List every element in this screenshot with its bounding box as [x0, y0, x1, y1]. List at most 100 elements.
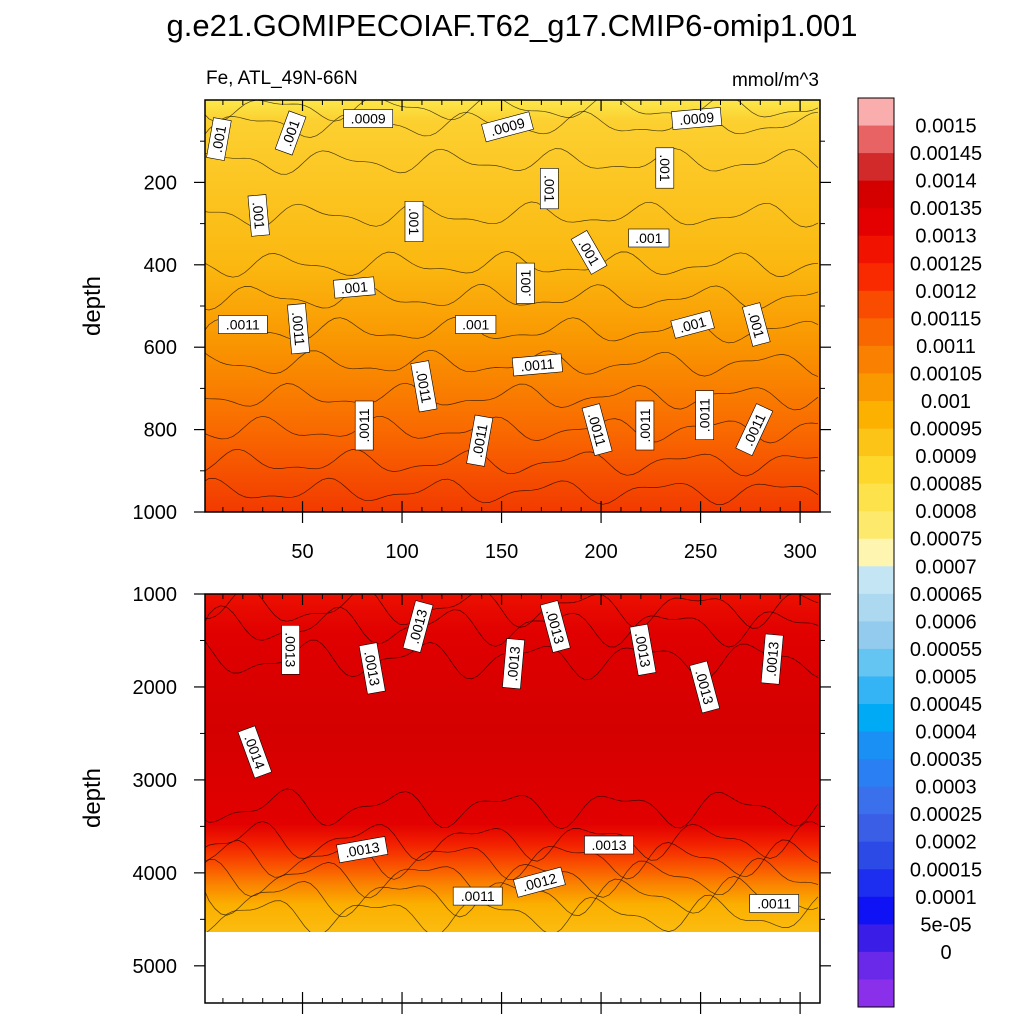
colorbar-level-label: 0.0005: [915, 667, 976, 689]
contour-line: [205, 839, 819, 880]
colorbar-swatch: [858, 235, 894, 264]
colorbar-level-label: 0.0011: [916, 336, 976, 358]
contour-label: .0009: [343, 109, 394, 128]
contour-label: .0011: [452, 886, 503, 906]
y-tick-label: 3000: [133, 770, 178, 792]
contour-label-text: .0011: [413, 368, 435, 404]
contour-label: .001: [628, 228, 670, 248]
contour-label: .0013: [281, 624, 300, 675]
contour-label-text: .001: [677, 313, 708, 336]
contour-label-box: [513, 866, 566, 898]
contour-label-box: [466, 414, 494, 467]
contour-line: [205, 284, 819, 311]
contour-label-text: .0013: [632, 631, 654, 668]
contour-label-box: [581, 403, 613, 456]
contour-label-box: [218, 315, 268, 334]
panel-bottom-missing-region: [205, 932, 820, 1003]
colorbar-swatch: [858, 456, 894, 485]
contour-label-box: [629, 623, 657, 676]
colorbar-swatch: [858, 566, 894, 595]
contour-label-box: [404, 200, 424, 243]
colorbar-swatch: [858, 759, 894, 788]
colorbar-level-label: 0.00055: [910, 639, 982, 661]
contour-line: [205, 448, 819, 477]
colorbar-level-label: 0.0013: [915, 226, 976, 248]
contour-label-box: [742, 302, 771, 347]
colorbar-level-label: 0.00135: [910, 198, 982, 220]
contour-line: [205, 382, 819, 411]
colorbar-swatch: [858, 483, 894, 512]
contour-label-text: .0013: [504, 645, 523, 682]
panel-top: .001 .001 .0009 .0009 .0009 .001 .001 .001 .001.…: [79, 99, 831, 563]
contour-label: .0013: [629, 623, 657, 676]
colorbar-swatch: [858, 979, 894, 1008]
contour-label-box: [343, 109, 394, 128]
contour-label: .0011: [695, 390, 714, 441]
colorbar-swatch: [858, 345, 894, 374]
contour-label-box: [455, 315, 497, 334]
contour-label-box: [481, 111, 534, 143]
colorbar-swatch: [858, 290, 894, 319]
y-tick-label: 800: [144, 420, 177, 442]
contour-label: .001: [404, 200, 424, 243]
contour-label: .001: [742, 302, 771, 347]
colorbar-swatch: [858, 896, 894, 925]
contour-label: .001: [247, 194, 270, 237]
colorbar-level-label: 0.0002: [915, 832, 976, 854]
colorbar-level-label: 0.00115: [911, 308, 982, 330]
contour-label: .0011: [410, 360, 438, 413]
colorbar-level-label: 0.00015: [910, 859, 982, 881]
contour-label: .001: [455, 315, 497, 334]
contour-label-box: [655, 147, 675, 189]
panel-bottom-frame: [204, 593, 821, 1004]
colorbar-level-label: 0.001: [921, 391, 971, 413]
contour-label: .0009: [671, 107, 723, 130]
contour-line: [205, 148, 819, 175]
x-tick-label: 150: [485, 541, 518, 563]
contour-label-box: [354, 400, 374, 451]
panel-bottom-x-axis: [222, 594, 801, 1014]
contour-label-box: [628, 228, 670, 248]
y-tick-label: 200: [144, 172, 177, 194]
colorbar-level-label: 0.0006: [915, 611, 976, 633]
contour-label-box: [584, 835, 634, 855]
y-tick-label: 5000: [133, 956, 178, 978]
y-tick-label: 400: [144, 255, 177, 277]
colorbar-level-label: 0.00085: [910, 474, 982, 496]
contour-label-box: [635, 400, 655, 451]
colorbar: 0.0015 0.00145 0.0014 0.00135 0.0013 0.00125 0…: [857, 97, 982, 1008]
contour-label-text: .0013: [344, 839, 381, 861]
contour-label: .0011: [218, 315, 268, 334]
colorbar-level-label: 0.0001: [915, 887, 976, 909]
contour-label: .0013: [760, 633, 784, 685]
contour-line: [206, 894, 819, 932]
panel-top-x-axis: 50 100 150 200 250 300: [222, 100, 817, 563]
contour-label-text: .0013: [591, 837, 626, 853]
panel-top-y-label: depth: [79, 276, 106, 336]
colorbar-swatch: [858, 180, 894, 209]
contour-label: .001: [539, 168, 559, 210]
contour-label-box: [206, 117, 232, 161]
contour-label: .0013: [358, 642, 386, 695]
colorbar-level-label: 0.00145: [910, 143, 982, 165]
colorbar-level-label: 0.0004: [915, 722, 976, 744]
contour-line: [205, 415, 819, 444]
panel-top-y-axis: 200 400 600 800 1000: [133, 140, 831, 524]
colorbar-level-label: 0.0007: [915, 556, 976, 578]
contour-label-text: .0011: [469, 422, 491, 458]
contour-label-text: .0011: [697, 398, 713, 432]
contour-line: [205, 594, 819, 630]
colorbar-swatch: [858, 318, 894, 347]
contour-label-text: .0011: [226, 317, 260, 333]
contour-label-text: .0011: [637, 408, 653, 442]
colorbar-level-label: 0.00105: [910, 364, 982, 386]
units-label: mmol/m^3: [732, 70, 819, 91]
contour-label-box: [671, 107, 723, 130]
contour-label-box: [539, 168, 559, 210]
colorbar-swatch: [858, 125, 894, 154]
colorbar-swatch: [858, 814, 894, 843]
contour-label-text: .0011: [461, 888, 495, 904]
contour-line: [205, 605, 819, 648]
colorbar-level-label: 0.00075: [910, 529, 982, 551]
